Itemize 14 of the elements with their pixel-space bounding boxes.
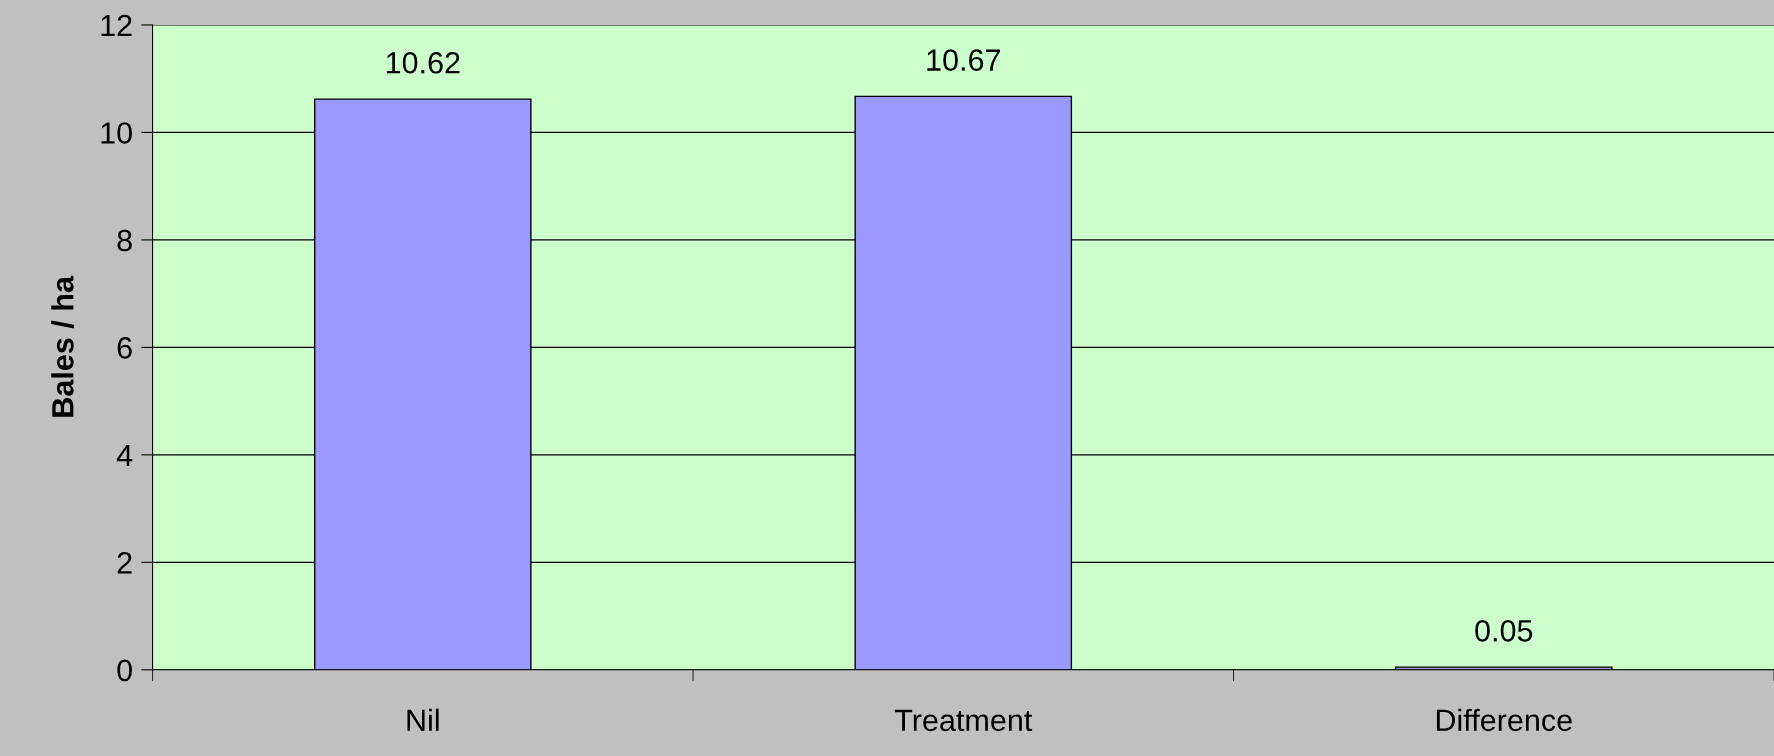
data-label: 10.62 bbox=[386, 51, 460, 74]
y-tick-label: 12 bbox=[101, 14, 132, 37]
y-tick-label: 4 bbox=[116, 444, 133, 466]
y-tick-label: 6 bbox=[117, 337, 132, 359]
x-tick-label: Difference bbox=[1436, 708, 1572, 732]
x-tick-label: Treatment bbox=[894, 709, 1033, 732]
x-tick-label: Nil bbox=[407, 708, 439, 731]
y-tick-label: 8 bbox=[117, 229, 132, 252]
y-tick-label: 0 bbox=[117, 659, 132, 682]
y-tick-label: 10 bbox=[101, 122, 132, 144]
data-label: 0.05 bbox=[1475, 620, 1533, 642]
y-tick-label: 2 bbox=[117, 552, 132, 574]
y-axis-title: Bales / ha bbox=[51, 275, 74, 417]
data-label: 10.67 bbox=[927, 49, 1000, 71]
